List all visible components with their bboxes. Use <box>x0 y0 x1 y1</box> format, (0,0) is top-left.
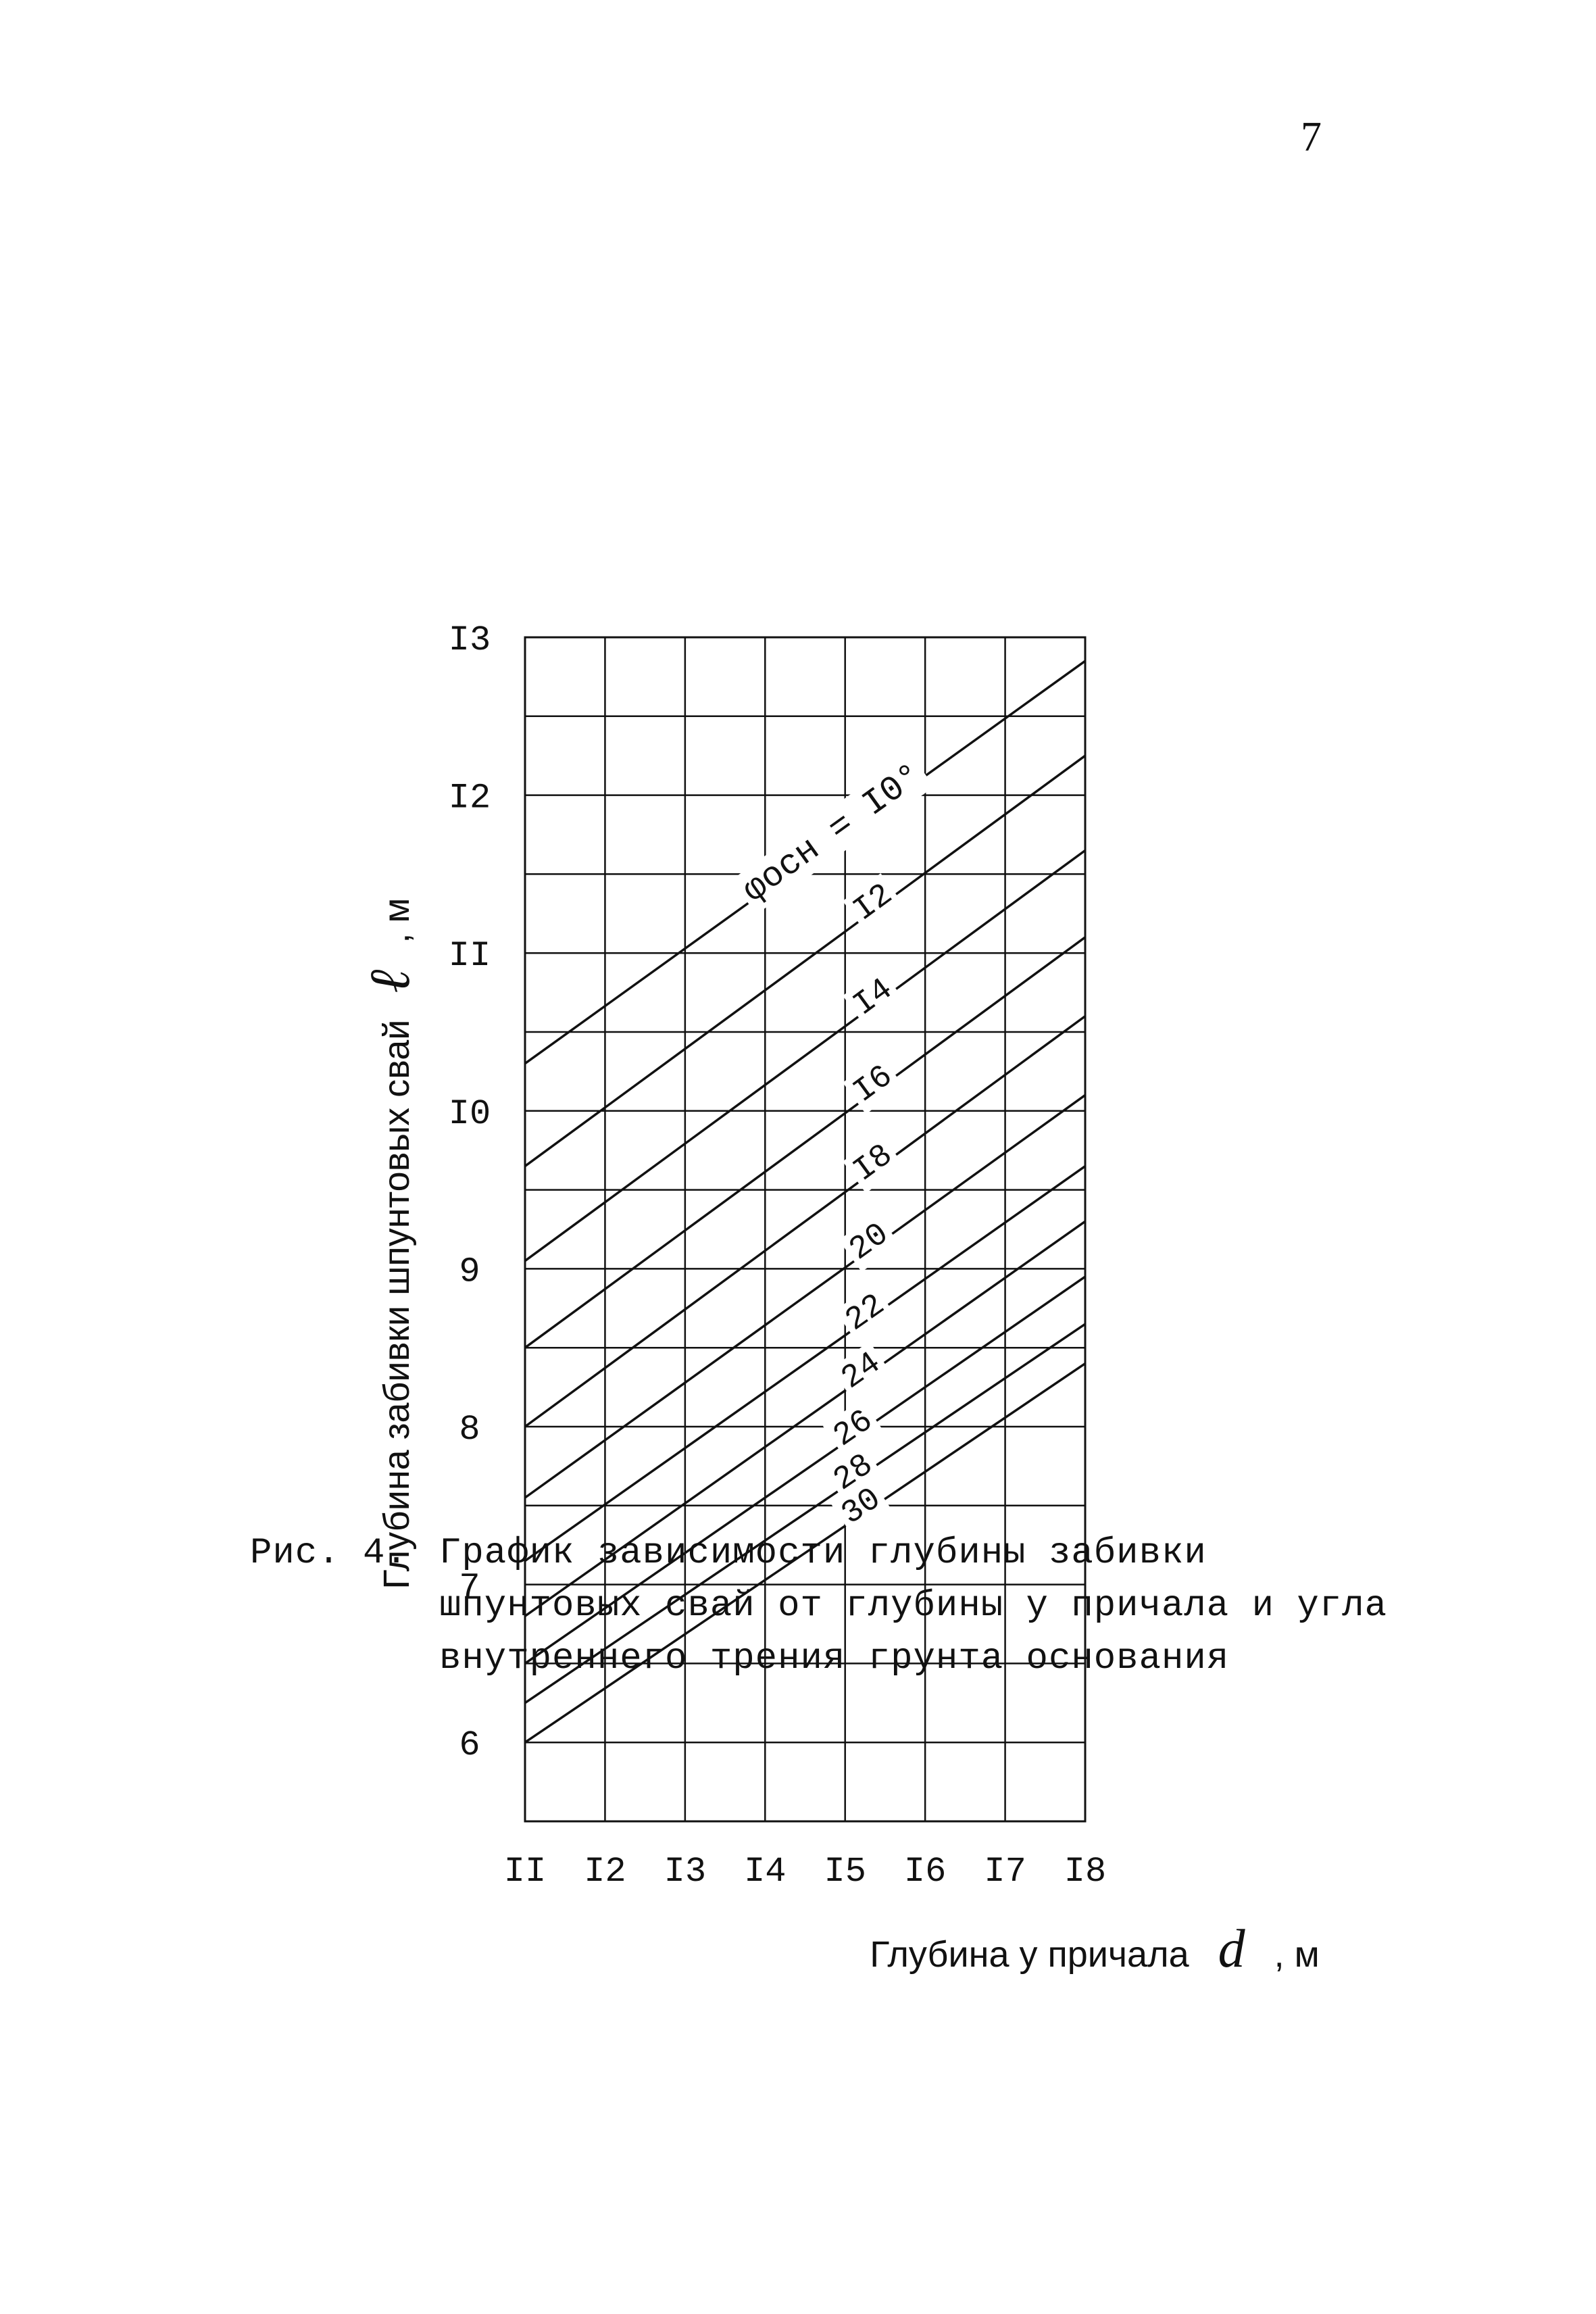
x-tick-label: I4 <box>744 1852 786 1892</box>
series-line-7 <box>524 1220 1087 1617</box>
y-tick-label: II <box>449 936 491 976</box>
figure-caption: Рис. 4. График зависимости глубины забив… <box>250 1527 1399 1685</box>
series-line-4 <box>524 1015 1087 1428</box>
series-line-9 <box>524 1323 1086 1704</box>
series-label-bg-6 <box>834 1283 896 1343</box>
y-axis-label: Глубина забивки шпунтовых свай ℓ , м <box>359 897 422 1589</box>
x-axis-unit: , м <box>1274 1934 1320 1975</box>
series-line-10 <box>524 1362 1086 1744</box>
series-line-6 <box>524 1165 1087 1562</box>
series-label-bg-10 <box>830 1477 893 1537</box>
x-tick-label: I3 <box>664 1852 706 1892</box>
series-label-bg-2 <box>843 968 904 1028</box>
series-label-bg-8 <box>822 1399 884 1458</box>
figure-label: Рис. 4. <box>250 1533 408 1574</box>
y-tick-label: I2 <box>449 779 491 818</box>
x-tick-label: I8 <box>1064 1852 1106 1892</box>
series-label-bg-3 <box>843 1054 904 1114</box>
x-tick-label: II <box>504 1852 546 1892</box>
y-tick-label: 9 <box>459 1252 480 1291</box>
x-axis-ticks: II I2 I3 I4 I5 I6 I7 I8 <box>504 1852 1106 1892</box>
series-label-2: I4 <box>847 971 899 1024</box>
y-tick-label: 6 <box>459 1725 480 1765</box>
x-axis-symbol: d <box>1218 1919 1246 1979</box>
series-label-6: 22 <box>839 1287 892 1339</box>
series-line-3 <box>524 936 1087 1349</box>
y-tick-label: 8 <box>459 1410 480 1450</box>
series-label-bg-1 <box>843 873 904 933</box>
figure-caption-text: График зависимости глубины забивки шпунт… <box>439 1533 1388 1679</box>
x-axis-label-text: Глубина у причала <box>870 1934 1189 1975</box>
series-label-bg-9 <box>823 1443 884 1502</box>
series-label-bg-0 <box>731 752 934 915</box>
series-label-7: 24 <box>835 1345 888 1397</box>
y-axis-unit: , м <box>376 897 417 943</box>
series-label-1: I2 <box>847 877 899 929</box>
chart-grid <box>524 636 1087 1823</box>
page-number: 7 <box>1301 114 1322 160</box>
y-axis-symbol: ℓ <box>359 970 422 993</box>
series-line-2 <box>524 849 1087 1262</box>
series-label-bg-5 <box>839 1212 900 1273</box>
series-label-bg-4 <box>843 1133 904 1193</box>
series-line-8 <box>524 1275 1086 1665</box>
series-line-1 <box>524 754 1087 1167</box>
series-label-4: I8 <box>847 1137 899 1190</box>
x-tick-label: I2 <box>584 1852 626 1892</box>
y-tick-label: 7 <box>459 1568 480 1608</box>
series-label-bg-7 <box>830 1341 892 1401</box>
y-tick-label: I3 <box>449 620 491 660</box>
series-label-5: 20 <box>843 1216 895 1268</box>
series-label-3: I6 <box>847 1058 899 1111</box>
x-tick-label: I6 <box>904 1852 946 1892</box>
series-line-5 <box>524 1094 1087 1499</box>
y-axis-ticks: 6 7 8 9 I0 II I2 I3 <box>449 620 491 1765</box>
series-label-8: 26 <box>827 1403 880 1455</box>
x-tick-label: I7 <box>984 1852 1026 1892</box>
x-tick-label: I5 <box>824 1852 866 1892</box>
y-axis-label-text: Глубина забивки шпунтовых свай <box>376 1020 417 1590</box>
y-tick-label: I0 <box>449 1094 491 1134</box>
x-axis-label: Глубина у причала d , м <box>870 1919 1320 1979</box>
